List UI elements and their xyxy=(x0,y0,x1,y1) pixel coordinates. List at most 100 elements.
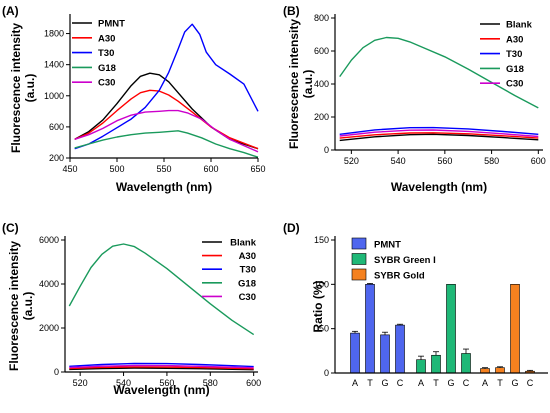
x-tick-label: C xyxy=(463,378,470,388)
legend-label: C30 xyxy=(239,292,256,303)
series-line-g18 xyxy=(74,130,259,158)
series-line-t30 xyxy=(74,23,259,150)
bar-pmnt-a xyxy=(350,332,360,374)
x-tick-label: T xyxy=(367,378,373,388)
x-tick-label: 580 xyxy=(203,378,218,388)
bar-sybr-green-i-g xyxy=(446,284,456,374)
x-tick-label: C xyxy=(527,378,534,388)
bar-pmnt-t xyxy=(365,284,375,374)
y-tick-label: 600 xyxy=(314,46,329,56)
legend: PMNT A30 T30 G18 C30 xyxy=(72,19,125,89)
x-tick-label: T xyxy=(497,378,503,388)
legend: PMNT SYBR Green I SYBR Gold xyxy=(351,237,436,282)
x-axis-title: Wavelength (nm) xyxy=(116,180,212,194)
legend-label: Blank xyxy=(506,20,533,31)
y-tick-label: 4000 xyxy=(39,279,59,289)
bar-sybr-gold-t xyxy=(495,367,505,374)
legend-label: T30 xyxy=(506,49,522,60)
y-axis-title-line1: Fluorescence intensity xyxy=(7,241,21,371)
x-tick-label: A xyxy=(418,378,424,388)
x-tick-label: A xyxy=(482,378,488,388)
bar-sybr-green-i-a xyxy=(416,359,426,374)
y-tick-label: 150 xyxy=(314,235,329,245)
legend-label: PMNT xyxy=(374,240,401,251)
legend-label: G18 xyxy=(98,63,116,74)
y-axis-title-line2: (a.u.) xyxy=(21,292,35,321)
legend-label: Blank xyxy=(230,238,257,249)
x-tick-label: 450 xyxy=(62,164,77,174)
legend-swatch xyxy=(351,237,367,250)
x-tick-label: 560 xyxy=(159,378,174,388)
y-tick-label: 1400 xyxy=(44,60,64,70)
legend-label: C30 xyxy=(506,79,523,90)
y-tick-label: 200 xyxy=(49,153,64,163)
bar-sybr-green-i-t xyxy=(431,354,441,374)
y-axis-title-line1: Fluorescence intensity xyxy=(9,23,23,153)
x-tick-label: 500 xyxy=(109,164,124,174)
x-tick-label: 650 xyxy=(250,164,265,174)
chart-panel-0: (A) 450 500 550 600 650 200 600 1000 1400 1800 Wave… xyxy=(2,4,266,194)
y-tick-label: 200 xyxy=(314,112,329,122)
legend-label: A30 xyxy=(506,34,523,45)
series-line-t30 xyxy=(69,362,254,368)
series-line-c30 xyxy=(74,109,259,153)
x-tick-label: 550 xyxy=(156,164,171,174)
y-axis-title-line1: Fluorescence intensity xyxy=(287,19,301,149)
x-tick-label: 580 xyxy=(484,156,499,166)
chart-panel-1: (B) 520 540 560 580 600 0 200 400 600 800 Wavelengt… xyxy=(283,4,546,194)
panel-label: (D) xyxy=(283,221,300,235)
x-tick-label: T xyxy=(433,378,439,388)
x-tick-label: G xyxy=(511,378,518,388)
y-tick-label: 2000 xyxy=(39,323,59,333)
legend-label: T30 xyxy=(240,265,256,276)
legend: Blank A30 T30 G18 C30 xyxy=(480,20,533,90)
series-line-c30 xyxy=(69,364,254,369)
bar-sybr-green-i-c xyxy=(461,353,471,374)
series-line-g18 xyxy=(68,243,255,336)
y-tick-label: 100 xyxy=(314,279,329,289)
y-tick-label: 0 xyxy=(54,367,59,377)
x-tick-label: 520 xyxy=(344,156,359,166)
x-tick-label: 600 xyxy=(246,378,261,388)
legend-label: C30 xyxy=(98,78,115,89)
x-tick-label: 600 xyxy=(531,156,546,166)
x-tick-label: G xyxy=(381,378,388,388)
legend-swatch xyxy=(351,253,367,265)
legend-label: A30 xyxy=(98,33,115,44)
y-tick-label: 600 xyxy=(49,122,64,132)
y-tick-label: 800 xyxy=(314,13,329,23)
legend-swatch xyxy=(351,268,367,281)
x-axis-title: Wavelength (nm) xyxy=(391,180,487,194)
panel-label: (A) xyxy=(2,4,19,18)
legend-label: SYBR Gold xyxy=(374,271,425,282)
x-tick-label: 520 xyxy=(73,378,88,388)
panel-label: (C) xyxy=(2,221,19,235)
y-tick-label: 0 xyxy=(324,145,329,155)
x-axis-title: Wavelength (nm) xyxy=(113,383,209,397)
chart-panel-2: (C)520 540 560 580 6000200040006000Wavelengt… xyxy=(2,221,261,397)
x-tick-label: C xyxy=(397,378,404,388)
series-line-c30 xyxy=(339,129,539,138)
x-tick-label: 540 xyxy=(391,156,406,166)
bar-sybr-gold-a xyxy=(480,368,490,374)
legend-label: T30 xyxy=(98,48,114,59)
x-tick-label: 560 xyxy=(437,156,452,166)
y-tick-label: 0 xyxy=(324,368,329,378)
y-tick-label: 1000 xyxy=(44,91,64,101)
series-line-t30 xyxy=(339,126,539,135)
series-line-a30 xyxy=(339,132,539,139)
legend-label: A30 xyxy=(239,251,256,262)
series-line-blank xyxy=(339,133,539,142)
x-tick-label: 600 xyxy=(203,164,218,174)
bar-pmnt-c xyxy=(395,324,405,374)
x-tick-label: G xyxy=(447,378,454,388)
legend: Blank A30 T30 G18 C30 xyxy=(202,238,257,303)
x-tick-label: 540 xyxy=(116,378,131,388)
legend-label: G18 xyxy=(238,278,256,289)
y-tick-label: 400 xyxy=(314,79,329,89)
y-tick-label: 6000 xyxy=(39,235,59,245)
x-tick-label: A xyxy=(352,378,358,388)
bar-pmnt-g xyxy=(380,334,390,374)
